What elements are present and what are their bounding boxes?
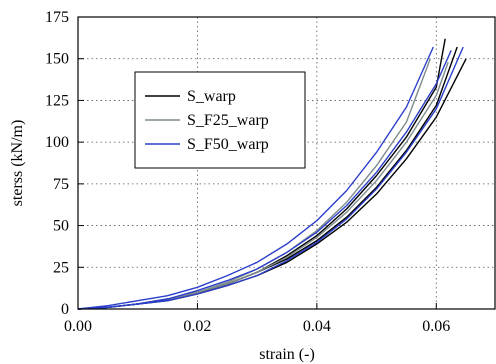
y-tick-label: 100 xyxy=(45,134,69,151)
series-line xyxy=(77,46,434,310)
grid-lines xyxy=(78,17,496,309)
x-tick-label: 0.04 xyxy=(303,318,331,335)
x-tick-label: 0.02 xyxy=(183,318,211,335)
y-tick-label: 50 xyxy=(53,218,69,235)
data-curves xyxy=(77,38,467,310)
y-tick-label: 75 xyxy=(53,176,69,193)
legend: S_warp S_F25_warp S_F50_warp xyxy=(134,71,306,169)
legend-label: S_F50_warp xyxy=(187,136,269,153)
x-tick-label: 0.00 xyxy=(64,318,92,335)
y-tick-label: 25 xyxy=(53,259,69,276)
x-axis-label: strain (-) xyxy=(259,346,315,363)
series-line xyxy=(77,46,464,310)
y-axis-label: sterss (kN/m) xyxy=(9,120,26,207)
axis-ticks: 0.00 0.02 0.04 0.06 0 25 50 75 100 125 150 175 xyxy=(45,9,450,335)
y-tick-label: 125 xyxy=(45,92,69,109)
legend-label: S_warp xyxy=(187,88,236,105)
y-tick-label: 0 xyxy=(61,301,69,318)
plot-frame xyxy=(77,16,496,310)
legend-label: S_F25_warp xyxy=(187,112,269,129)
legend-box xyxy=(134,71,306,169)
x-tick-label: 0.06 xyxy=(422,318,450,335)
y-tick-label: 150 xyxy=(45,51,69,68)
y-tick-label: 175 xyxy=(45,9,69,26)
